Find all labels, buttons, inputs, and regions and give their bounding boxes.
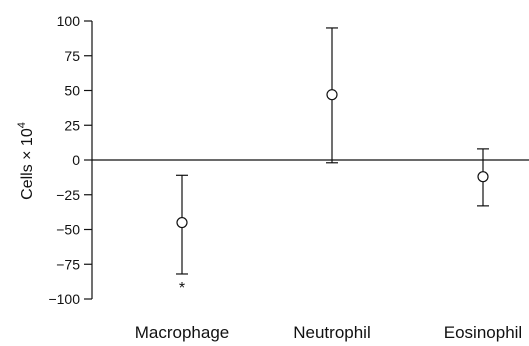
y-tick-label: −25 [56,187,80,203]
y-tick-label: 50 [64,83,80,99]
category-label: Macrophage [135,323,230,342]
y-axis-title-superscript: 4 [16,122,28,128]
y-axis-title-text: Cells × 10 [19,128,36,200]
y-tick-label: 75 [64,48,80,64]
y-tick-label: 25 [64,117,80,133]
category-label: Neutrophil [293,323,371,342]
y-tick-label: −50 [56,222,80,238]
y-tick-label: −75 [56,256,80,272]
category-label: Eosinophil [444,323,522,342]
data-marks: * [176,27,489,297]
significance-marker: * [179,280,185,297]
y-tick-label: 100 [57,13,81,29]
data-point [176,216,188,229]
y-axis-title: Cells × 104 [16,122,36,200]
y-axis: 100 75 50 25 0 −25 −50 −75 −100 [48,13,93,307]
y-tick-label: 0 [72,152,80,168]
data-point [326,89,338,101]
data-point [477,171,489,183]
category-labels: Macrophage Neutrophil Eosinophil [135,323,522,342]
y-tick-label: −100 [48,291,80,307]
